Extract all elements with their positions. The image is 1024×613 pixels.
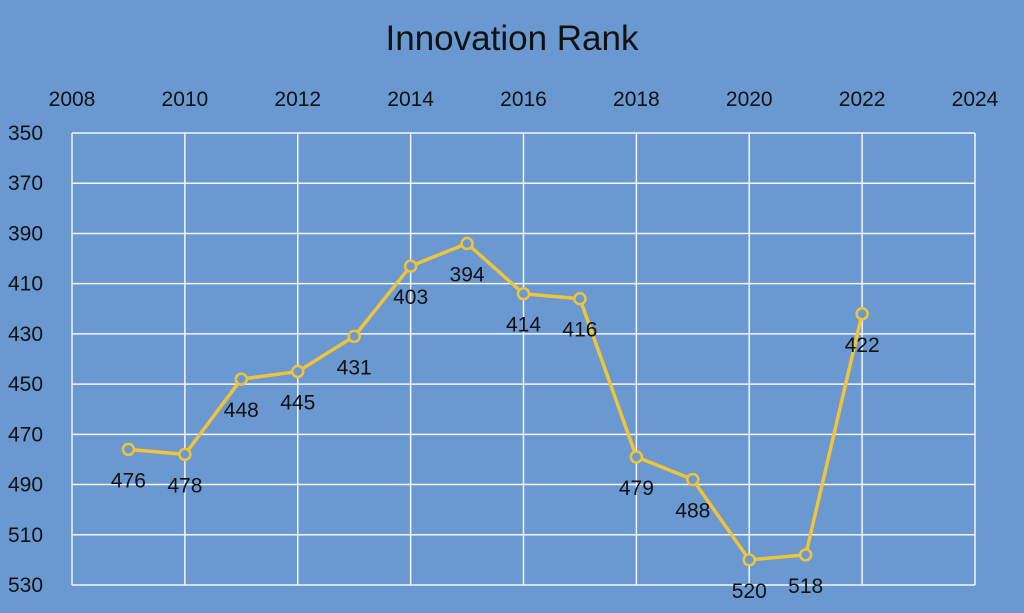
data-label: 518 (788, 575, 823, 598)
y-tick-label: 430 (8, 323, 43, 346)
data-label: 488 (675, 500, 710, 523)
data-point (403, 259, 418, 273)
data-point (686, 472, 700, 487)
x-tick-label: 2010 (162, 88, 209, 111)
data-label: 414 (506, 314, 541, 337)
series-line (128, 241, 864, 562)
y-tick-label: 470 (8, 423, 43, 446)
data-point (742, 553, 756, 567)
data-label: 520 (732, 580, 767, 603)
data-labels: 476 478 448 445 431 403 394 414 416 479 488 520 518 4… (111, 263, 880, 602)
x-axis-ticks: 2008 2010 2012 2014 2016 2018 2020 2022 2024 (49, 88, 999, 111)
series-rank (121, 236, 869, 567)
data-label: 403 (393, 286, 428, 309)
y-tick-label: 390 (8, 222, 43, 245)
data-point (460, 236, 474, 251)
data-point (121, 442, 136, 457)
x-tick-label: 2018 (613, 88, 660, 111)
y-tick-label: 350 (8, 122, 43, 145)
x-tick-label: 2012 (274, 88, 321, 111)
data-label: 479 (619, 477, 654, 500)
data-label: 416 (562, 319, 597, 342)
data-label: 422 (845, 334, 880, 357)
data-point (178, 447, 192, 462)
data-label: 394 (450, 263, 485, 286)
data-point (516, 286, 531, 301)
data-point (798, 548, 813, 562)
data-point (234, 372, 249, 386)
y-tick-label: 490 (8, 474, 43, 497)
x-tick-label: 2016 (500, 88, 547, 111)
data-point (855, 307, 869, 321)
data-label: 445 (280, 392, 315, 415)
data-label: 476 (111, 469, 146, 492)
y-tick-label: 530 (8, 574, 43, 597)
data-point (347, 329, 361, 344)
y-tick-label: 410 (8, 273, 43, 296)
data-point (573, 291, 587, 306)
x-tick-label: 2024 (952, 88, 999, 111)
x-tick-label: 2022 (839, 88, 886, 111)
data-point (291, 364, 305, 379)
data-point (629, 450, 644, 464)
y-axis-ticks: 350 370 390 410 430 450 470 490 510 530 (8, 122, 43, 597)
grid (71, 132, 976, 586)
chart-title: Innovation Rank (386, 19, 639, 58)
x-tick-label: 2020 (726, 88, 773, 111)
data-label: 431 (337, 356, 372, 379)
x-tick-label: 2014 (387, 88, 434, 111)
y-tick-label: 510 (8, 524, 43, 547)
data-label: 478 (167, 474, 202, 497)
y-tick-label: 450 (8, 373, 43, 396)
data-label: 448 (224, 399, 259, 422)
x-tick-label: 2008 (49, 88, 96, 111)
y-tick-label: 370 (8, 172, 43, 195)
